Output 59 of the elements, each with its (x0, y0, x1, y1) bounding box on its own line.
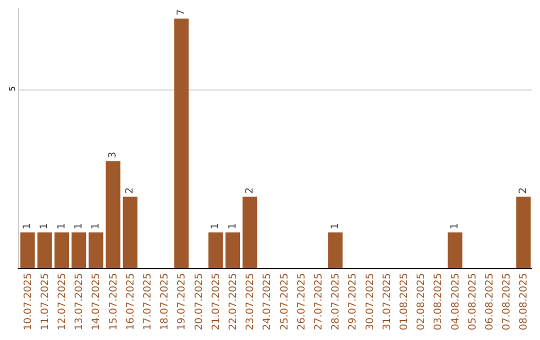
data-label: 7 (176, 9, 187, 16)
x-tick-label: 29.07.2025 (348, 273, 359, 330)
bar (20, 232, 35, 268)
x-tick-label: 04.08.2025 (450, 273, 462, 330)
data-label: 1 (210, 223, 222, 230)
y-tick-label: 5 (8, 86, 17, 92)
bar (106, 161, 120, 268)
x-tick-label: 14.07.2025 (91, 273, 102, 330)
x-tick-label: 10.07.2025 (22, 273, 34, 330)
x-tick-label: 18.07.2025 (160, 273, 171, 330)
data-label: 1 (90, 223, 102, 230)
x-tick-label: 27.07.2025 (314, 273, 324, 330)
bar (54, 232, 70, 268)
x-tick-label: 21.07.2025 (210, 273, 222, 330)
x-tick-label: 31.07.2025 (382, 273, 393, 330)
bar (448, 232, 462, 268)
x-tick-label: 17.07.2025 (142, 273, 154, 330)
x-tick-label: 26.07.2025 (296, 273, 308, 330)
x-tick-label: 25.07.2025 (279, 273, 290, 330)
x-tick-label: 24.07.2025 (262, 273, 274, 330)
bar (208, 232, 223, 268)
data-label: 1 (56, 223, 68, 230)
x-tick-label: 03.08.2025 (433, 273, 444, 330)
bar (88, 232, 104, 268)
data-label: 2 (124, 187, 136, 194)
bar (516, 196, 531, 268)
x-tick-label: 19.07.2025 (176, 273, 188, 330)
x-tick-label: 02.08.2025 (416, 273, 428, 330)
x-tick-label: 06.08.2025 (484, 273, 496, 330)
bar (242, 196, 258, 268)
bar (37, 232, 52, 268)
bar (72, 232, 86, 268)
bar (328, 232, 343, 268)
x-tick-label: 20.07.2025 (194, 273, 205, 330)
x-tick-label: 12.07.2025 (57, 273, 68, 330)
x-tick-label: 05.08.2025 (467, 273, 478, 330)
x-tick-label: 15.07.2025 (108, 273, 120, 330)
data-label: 1 (39, 223, 50, 230)
bar (225, 232, 240, 268)
bar (174, 18, 189, 268)
data-label: 1 (330, 223, 341, 230)
data-label: 1 (73, 223, 84, 230)
x-tick-label: 13.07.2025 (74, 273, 86, 330)
data-label: 1 (227, 223, 238, 230)
x-tick-label: 11.07.2025 (40, 273, 51, 330)
bar (122, 196, 138, 268)
data-label: 1 (450, 223, 461, 230)
x-tick-label: 16.07.2025 (125, 273, 136, 330)
data-label: 2 (244, 187, 256, 194)
x-tick-label: 28.07.2025 (330, 273, 342, 330)
data-label: 2 (518, 187, 529, 194)
data-label: 3 (108, 152, 119, 158)
x-tick-label: 01.08.2025 (399, 273, 410, 330)
x-tick-label: 22.07.2025 (228, 273, 239, 330)
x-tick-label: 30.07.2025 (364, 273, 376, 330)
x-tick-label: 08.08.2025 (518, 273, 530, 330)
data-label: 1 (22, 223, 34, 230)
x-tick-label: 07.08.2025 (502, 273, 513, 330)
x-tick-label: 23.07.2025 (245, 273, 256, 330)
